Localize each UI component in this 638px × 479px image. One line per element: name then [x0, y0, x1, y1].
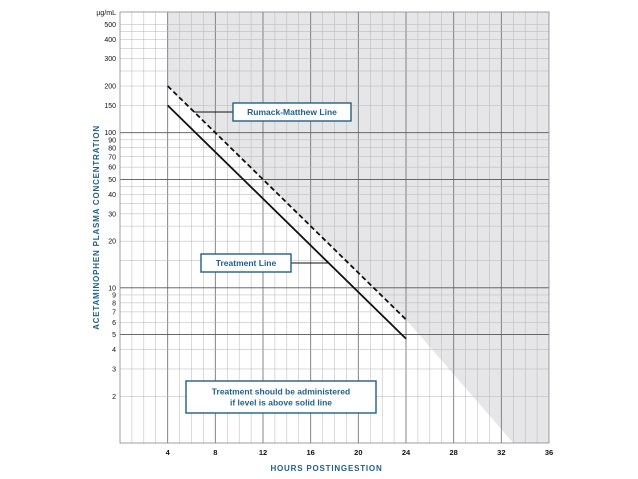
- grid: [120, 12, 549, 443]
- y-tick-label: 90: [108, 137, 116, 144]
- callout-text: Rumack-Matthew Line: [247, 107, 337, 117]
- y-tick-label: 7: [112, 309, 116, 316]
- y-tick-label: 8: [112, 300, 116, 307]
- x-tick-label: 24: [402, 448, 411, 457]
- y-tick-label: 50: [108, 177, 116, 184]
- y-tick-label: 30: [108, 211, 116, 218]
- y-tick-label: 5: [112, 332, 116, 339]
- y-tick-label: 500: [104, 22, 116, 29]
- x-tick-label: 28: [449, 448, 457, 457]
- y-tick-label: 70: [108, 154, 116, 161]
- tick-labels: 2345678910203040506070809010015020030040…: [104, 22, 553, 457]
- y-tick-label: 40: [108, 192, 116, 199]
- plot-frame: [119, 11, 550, 444]
- y-tick-label: 300: [104, 56, 116, 63]
- y-tick-label: 6: [112, 320, 116, 327]
- x-tick-label: 16: [306, 448, 314, 457]
- callout-box: [232, 102, 352, 122]
- annotations: Rumack-Matthew Line Treatment Line Treatme…: [185, 102, 377, 414]
- y-tick-label: 200: [104, 84, 116, 91]
- x-tick-label: 8: [213, 448, 217, 457]
- callout-rumack-matthew: Rumack-Matthew Line: [194, 102, 352, 122]
- y-tick-label: 80: [108, 145, 116, 152]
- y-tick-label: 3: [112, 366, 116, 373]
- x-tick-label: 12: [259, 448, 267, 457]
- y-unit-label: µg/mL: [96, 10, 116, 17]
- x-tick-label: 32: [497, 448, 505, 457]
- callout-box: [200, 253, 292, 273]
- callout-box: [185, 380, 377, 414]
- y-tick-label: 100: [104, 130, 116, 137]
- y-tick-label: 60: [108, 165, 116, 172]
- callout-text: Treatment Line: [216, 258, 277, 268]
- y-tick-label: 150: [104, 103, 116, 110]
- y-tick-label: 400: [104, 37, 116, 44]
- x-tick-label: 36: [545, 448, 553, 457]
- y-tick-label: 9: [112, 292, 116, 299]
- y-tick-label: 20: [108, 239, 116, 246]
- y-axis-title: ACETAMINOPHEN PLASMA CONCENTRATION: [92, 125, 101, 330]
- y-tick-label: 4: [112, 347, 116, 354]
- x-tick-label: 20: [354, 448, 362, 457]
- x-tick-label: 4: [166, 448, 171, 457]
- callout-text: if level is above solid line: [230, 398, 332, 408]
- treatment-line: [167, 104, 407, 340]
- x-axis-title: HOURS POSTINGESTION: [270, 464, 382, 473]
- series: [167, 85, 407, 340]
- y-tick-label: 10: [108, 285, 116, 292]
- callout-treatment: Treatment Line: [200, 253, 329, 273]
- y-tick-label: 2: [112, 394, 116, 401]
- callout-text: Treatment should be administered: [212, 387, 350, 397]
